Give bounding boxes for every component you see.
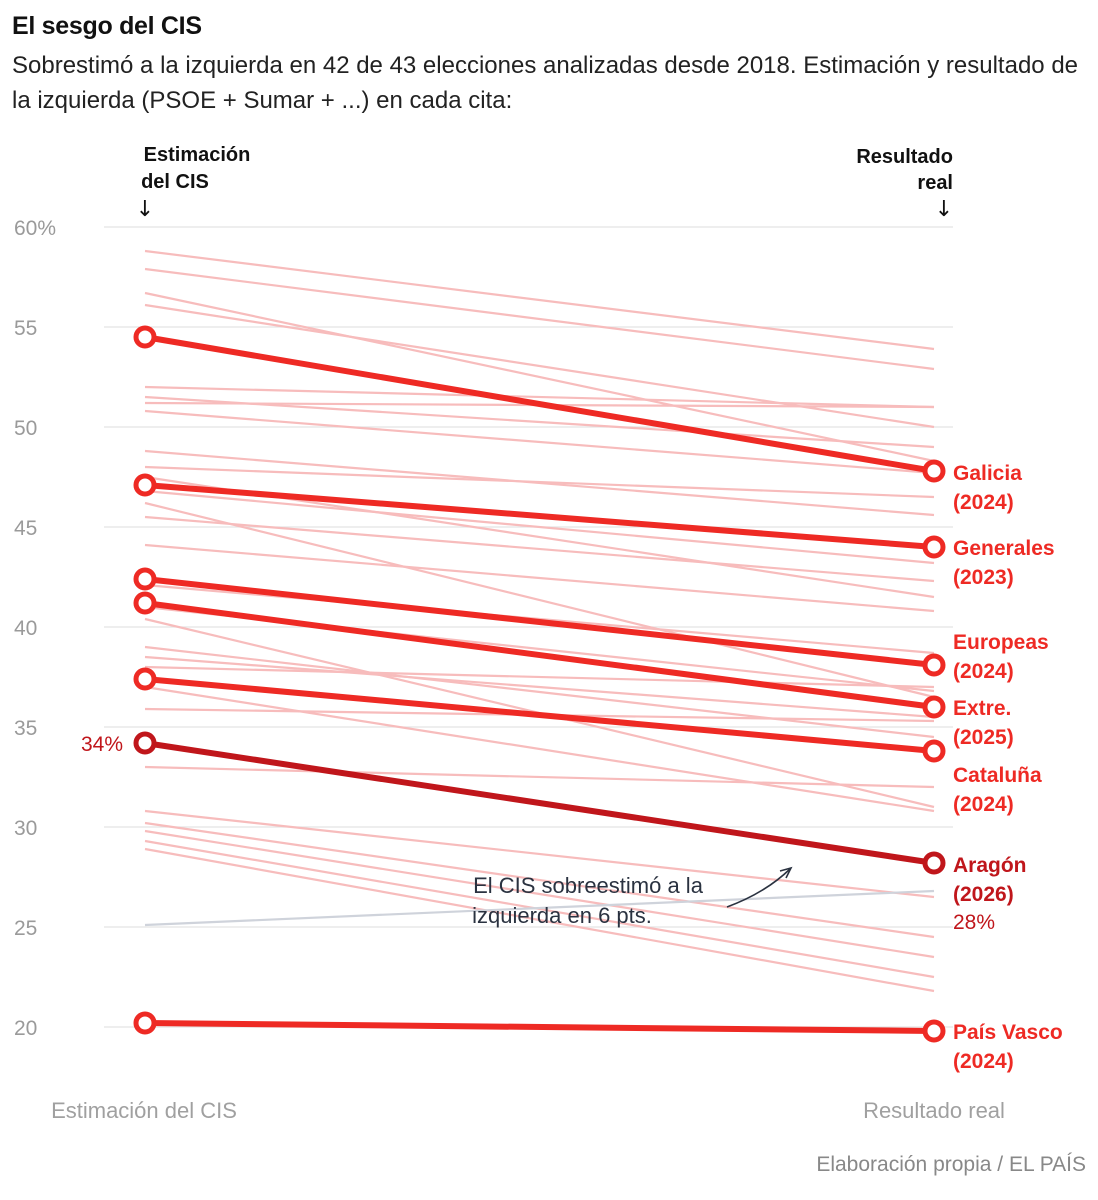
other-election-line-29 bbox=[144, 847, 935, 993]
other-election-line-20 bbox=[144, 655, 935, 719]
axis-footers: Estimación del CIS Resultado real bbox=[51, 1098, 1005, 1123]
other-election-line-10 bbox=[144, 465, 935, 499]
x-label-right: Resultado real bbox=[863, 1098, 1005, 1123]
left-down-arrow-icon: ↓ bbox=[136, 197, 154, 222]
chart-title: El sesgo del CIS bbox=[12, 12, 202, 40]
point-result-catalua bbox=[922, 739, 946, 763]
other-election-line-1 bbox=[144, 249, 935, 351]
chart-subtitle: Sobrestimó a la izquierda en 42 de 43 el… bbox=[12, 52, 1079, 114]
line-galicia bbox=[142, 334, 937, 474]
right-header-line-2: real bbox=[917, 172, 953, 194]
other-election-line-25 bbox=[144, 809, 935, 899]
line-catalua bbox=[142, 676, 937, 754]
other-election-line-13 bbox=[144, 501, 935, 699]
annotation-line-1: El CIS sobreestimó a la bbox=[473, 873, 704, 898]
line-aragon bbox=[142, 740, 937, 866]
annotation: El CIS sobreestimó a la izquierda en 6 p… bbox=[472, 866, 793, 928]
label-name-aragon: Aragón bbox=[953, 854, 1027, 877]
value-estimate-aragon: 34% bbox=[81, 733, 123, 756]
point-result-europeas bbox=[922, 653, 946, 677]
column-headers: Estimación del CIS ↓ Resultado real ↓ bbox=[136, 144, 953, 222]
right-header-line-1: Resultado bbox=[856, 146, 953, 168]
other-election-line-4 bbox=[144, 303, 935, 429]
y-tick-40: 40 bbox=[14, 617, 37, 640]
y-tick-45: 45 bbox=[14, 517, 37, 540]
exception-line bbox=[144, 889, 935, 927]
annotation-arrow bbox=[726, 868, 791, 908]
other-election-line-21 bbox=[144, 665, 935, 689]
other-election-line-5 bbox=[144, 385, 935, 409]
point-estimate-generales bbox=[133, 473, 157, 497]
point-result-pasvasco bbox=[922, 1019, 946, 1043]
line-extre bbox=[142, 600, 937, 710]
point-estimate-europeas bbox=[133, 567, 157, 591]
x-label-left: Estimación del CIS bbox=[51, 1098, 237, 1123]
point-estimate-extre bbox=[133, 591, 157, 615]
other-election-line-2 bbox=[144, 267, 935, 371]
y-tick-30: 30 bbox=[14, 817, 37, 840]
label-year-extre: (2025) bbox=[953, 726, 1014, 749]
point-result-generales bbox=[922, 535, 946, 559]
other-election-line-3 bbox=[144, 291, 935, 463]
other-election-line-19 bbox=[144, 645, 935, 739]
point-result-aragon bbox=[922, 851, 946, 875]
y-tick-50: 50 bbox=[14, 417, 37, 440]
other-election-line-12 bbox=[144, 489, 935, 565]
other-election-line-6 bbox=[144, 395, 935, 449]
point-estimate-pasvasco bbox=[133, 1011, 157, 1035]
value-result-aragon: 28% bbox=[953, 911, 995, 934]
label-name-catalua: Cataluña bbox=[953, 764, 1042, 787]
y-tick-25: 25 bbox=[14, 917, 37, 940]
label-name-pasvasco: País Vasco bbox=[953, 1021, 1063, 1044]
label-year-galicia: (2024) bbox=[953, 491, 1014, 514]
other-election-line-15 bbox=[144, 543, 935, 613]
line-europeas bbox=[142, 576, 937, 668]
label-year-pasvasco: (2024) bbox=[953, 1050, 1014, 1073]
other-election-line-8 bbox=[144, 409, 935, 475]
point-result-extre bbox=[922, 695, 946, 719]
y-tick-20: 20 bbox=[14, 1017, 37, 1040]
label-name-europeas: Europeas bbox=[953, 631, 1049, 654]
label-year-aragon: (2026) bbox=[953, 883, 1014, 906]
label-year-europeas: (2024) bbox=[953, 660, 1014, 683]
other-election-line-26 bbox=[144, 821, 935, 939]
line-generales bbox=[142, 482, 937, 550]
highlighted-elections: Galicia (2024) Generales (2023) Europeas (202… bbox=[133, 325, 1063, 1073]
point-estimate-galicia bbox=[133, 325, 157, 349]
other-election-line-24 bbox=[144, 765, 935, 789]
point-estimate-aragon bbox=[133, 731, 157, 755]
left-header-line-2: del CIS bbox=[141, 171, 209, 193]
label-year-catalua: (2024) bbox=[953, 793, 1014, 816]
focus-election: Aragón (2026) 34% 28% bbox=[81, 731, 1027, 934]
other-election-line-14 bbox=[144, 515, 935, 583]
annotation-line-2: izquierda en 6 pts. bbox=[472, 903, 652, 928]
other-election-line-22 bbox=[144, 685, 935, 813]
point-estimate-catalua bbox=[133, 667, 157, 691]
label-name-generales: Generales bbox=[953, 537, 1055, 560]
label-name-extre: Extre. bbox=[953, 697, 1011, 720]
annotation-arrow-head bbox=[779, 866, 793, 879]
left-header-line-1: Estimación bbox=[144, 144, 251, 166]
right-down-arrow-icon: ↓ bbox=[935, 197, 953, 222]
y-tick-35: 35 bbox=[14, 717, 37, 740]
exception-election bbox=[144, 889, 935, 927]
label-name-galicia: Galicia bbox=[953, 462, 1022, 485]
label-year-generales: (2023) bbox=[953, 566, 1014, 589]
source-note: Elaboración propia / EL PAÍS bbox=[816, 1153, 1086, 1176]
y-tick-60: 60% bbox=[14, 217, 56, 240]
other-election-line-27 bbox=[144, 829, 935, 959]
point-result-galicia bbox=[922, 459, 946, 483]
line-pasvasco bbox=[142, 1020, 937, 1034]
y-tick-55: 55 bbox=[14, 317, 37, 340]
